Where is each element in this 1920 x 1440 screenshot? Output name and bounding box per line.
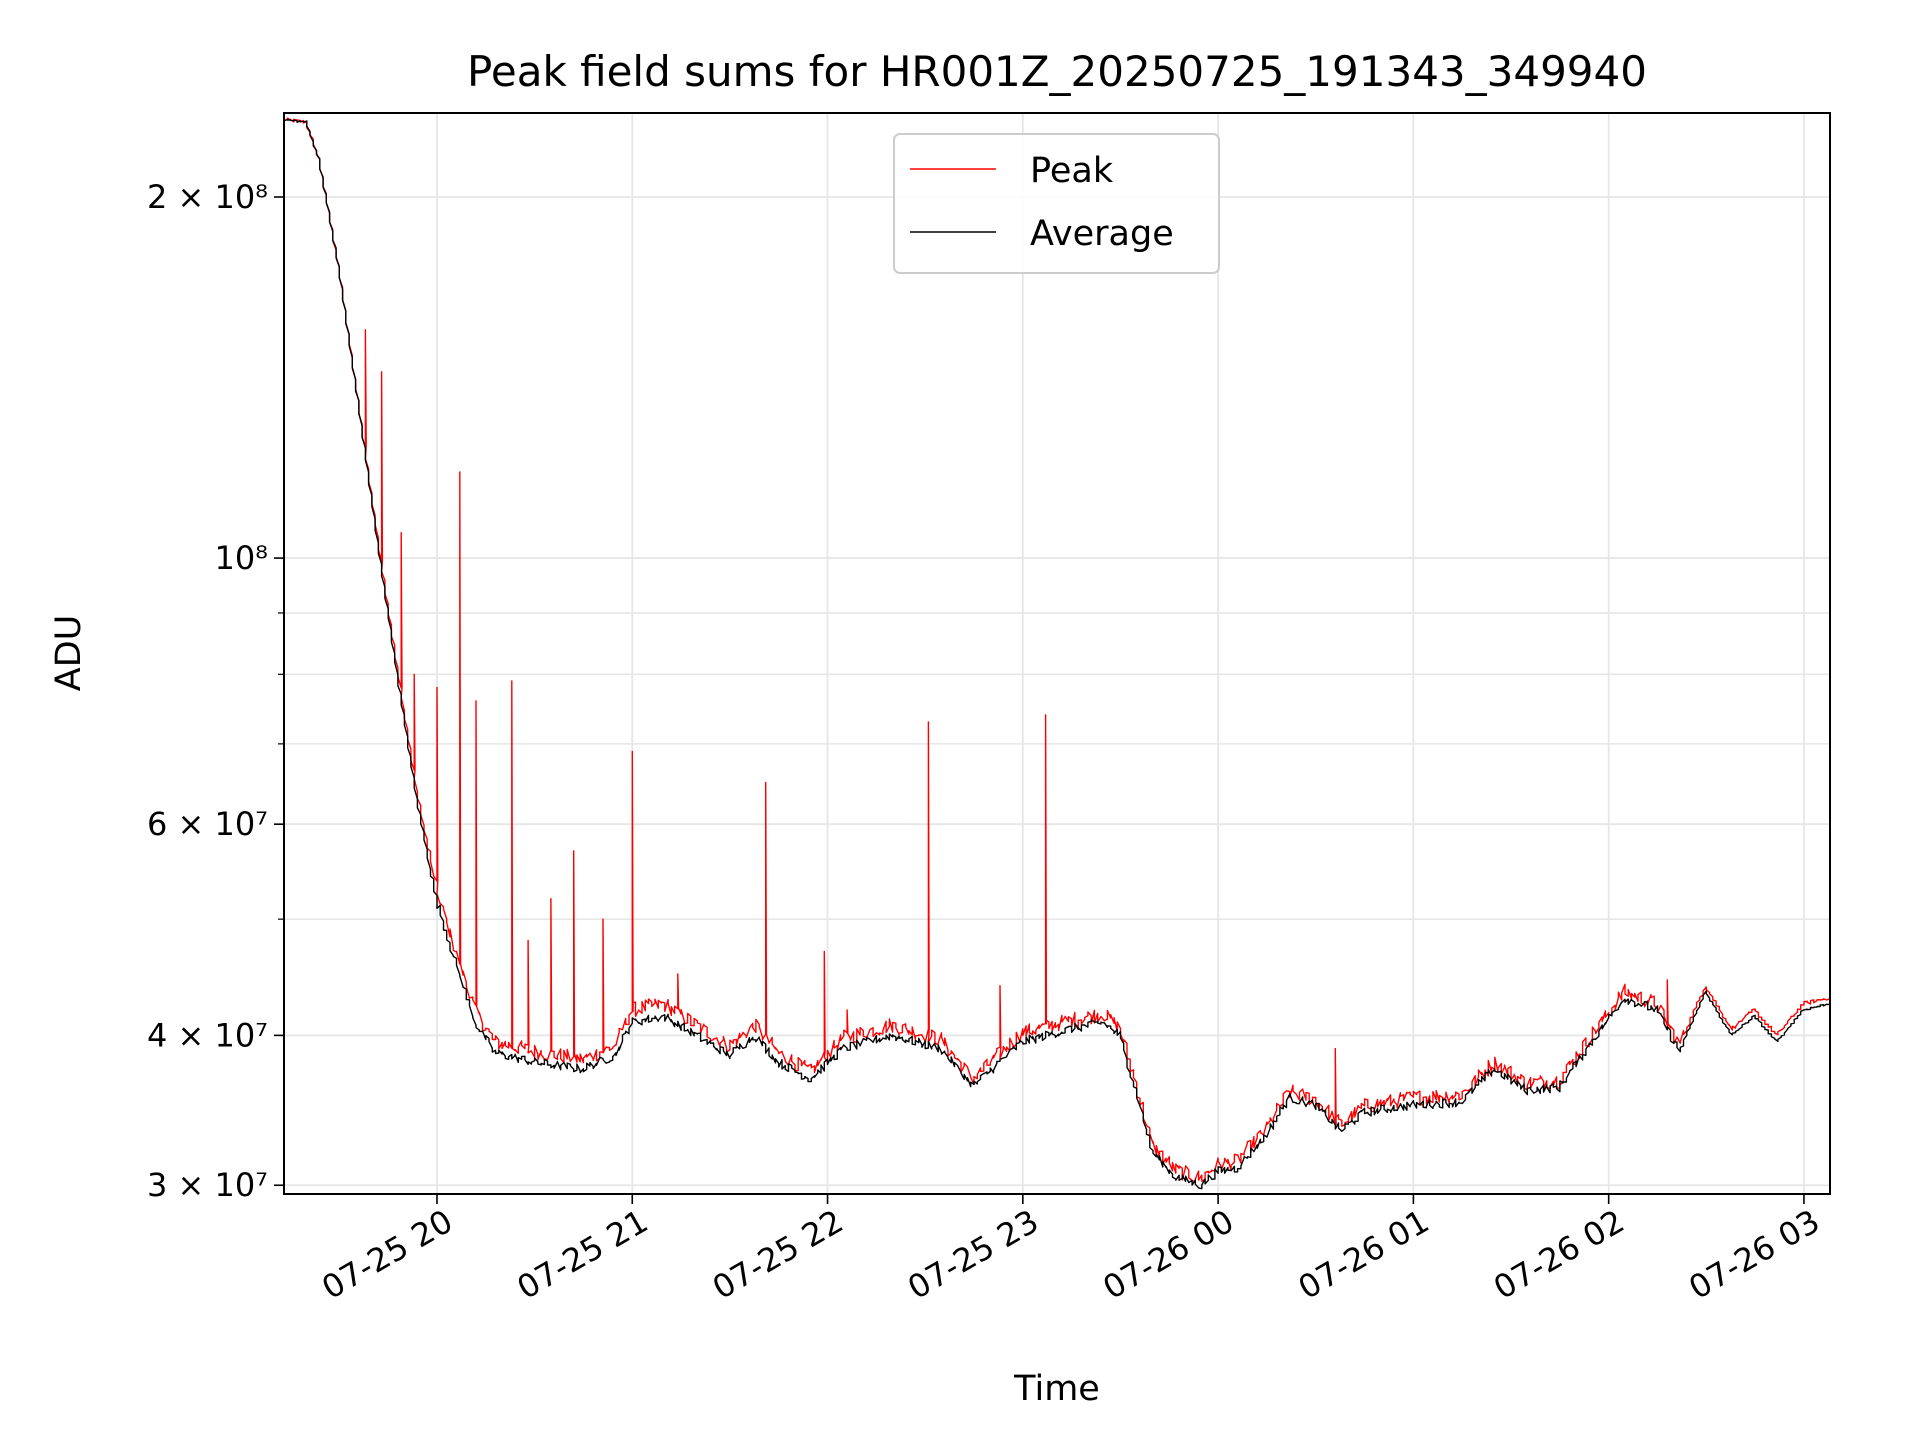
y-tick-label: 6 × 10⁷ xyxy=(147,805,268,843)
y-tick-label: 3 × 10⁷ xyxy=(147,1166,268,1204)
legend-average-label: Average xyxy=(1030,214,1174,254)
y-axis: 3 × 10⁷ 4 × 10⁷ 6 × 10⁷ 10⁸ 2 × 10⁸ xyxy=(147,178,284,1204)
chart-title: Peak field sums for HR001Z_20250725_1913… xyxy=(467,47,1647,96)
average-series-line xyxy=(283,118,1830,1190)
x-axis-label: Time xyxy=(1013,1369,1100,1409)
plot-area xyxy=(283,117,1831,1190)
axes-frame xyxy=(283,112,1831,1195)
grid xyxy=(284,113,1830,1194)
peak-series-line xyxy=(283,117,1831,1182)
y-tick-label: 2 × 10⁸ xyxy=(147,178,268,216)
y-axis-label: ADU xyxy=(49,615,89,692)
y-tick-label: 4 × 10⁷ xyxy=(147,1016,268,1054)
y-tick-label: 10⁸ xyxy=(214,539,268,577)
legend: Peak Average xyxy=(893,133,1220,274)
legend-peak-label: Peak xyxy=(1030,151,1114,191)
